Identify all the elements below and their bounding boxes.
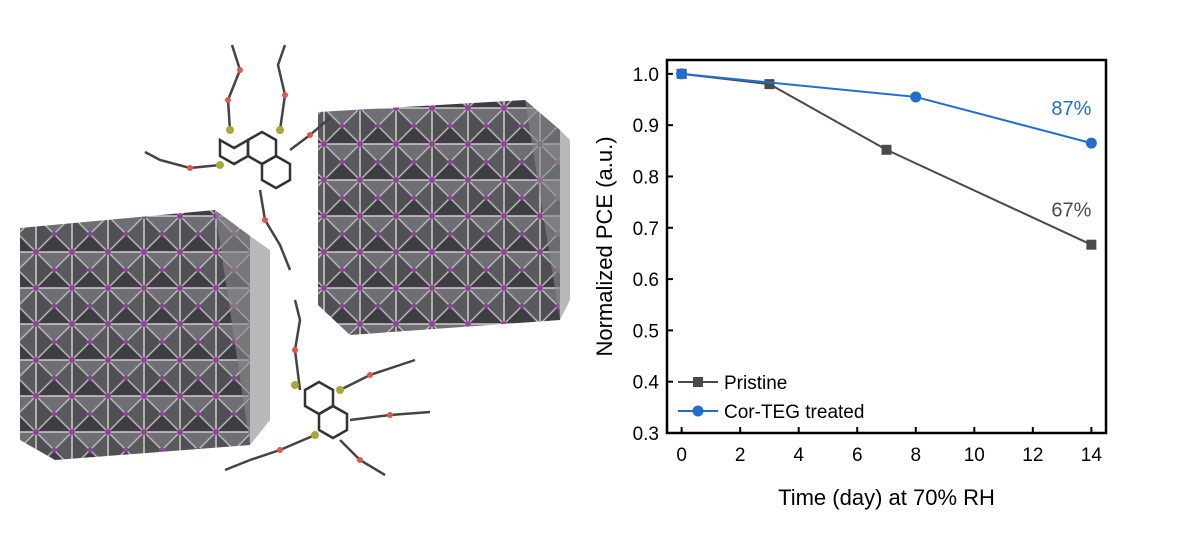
marker [910, 91, 922, 103]
legend-label: Pristine [724, 373, 787, 394]
sulfur-atoms [216, 126, 344, 439]
x-tick-label: 10 [964, 445, 985, 466]
marker [881, 144, 892, 155]
annotation: 67% [1051, 200, 1091, 222]
x-tick-label: 2 [735, 445, 746, 466]
y-tick-label: 1.0 [633, 65, 659, 86]
x-axis-label: Time (day) at 70% RH [778, 485, 995, 510]
annotation: 87% [1051, 98, 1091, 120]
y-tick-label: 0.8 [633, 167, 659, 188]
legend-marker [693, 377, 703, 387]
series-line [681, 72, 1092, 246]
y-axis-label: Normalized PCE (a.u.) [592, 136, 617, 356]
perovskite-crystal [20, 210, 250, 460]
x-tick-label: 0 [676, 445, 687, 466]
crystal-side [215, 210, 270, 445]
legend-marker [692, 405, 704, 417]
marker [1086, 239, 1097, 250]
y-tick-label: 0.3 [633, 424, 659, 445]
oxygen-atoms [187, 67, 393, 463]
x-tick-label: 14 [1081, 445, 1103, 466]
y-tick-label: 0.9 [633, 116, 659, 137]
x-tick-label: 4 [793, 445, 804, 466]
y-tick-label: 0.5 [633, 321, 659, 342]
series-line [681, 72, 1092, 145]
plot-frame [665, 58, 1108, 435]
marker [764, 79, 775, 90]
x-tick-label: 8 [910, 445, 921, 466]
perovskite-crystal [318, 100, 560, 335]
y-tick-label: 0.4 [633, 373, 660, 394]
y-tick-label: 0.6 [633, 270, 659, 291]
x-tick-label: 6 [852, 445, 863, 466]
x-tick-label: 12 [1022, 445, 1043, 466]
legend-label: Cor-TEG treated [724, 402, 864, 423]
y-tick-label: 0.7 [633, 219, 659, 240]
crystal-side [525, 100, 570, 320]
marker [676, 68, 688, 80]
chart: 0.3 0.4 0.5 0.6 0.7 0.8 0.9 1.0 0 2 4 6 8 10 12 14 Time … [592, 58, 1108, 510]
illustration [20, 44, 570, 477]
marker [1085, 137, 1097, 149]
